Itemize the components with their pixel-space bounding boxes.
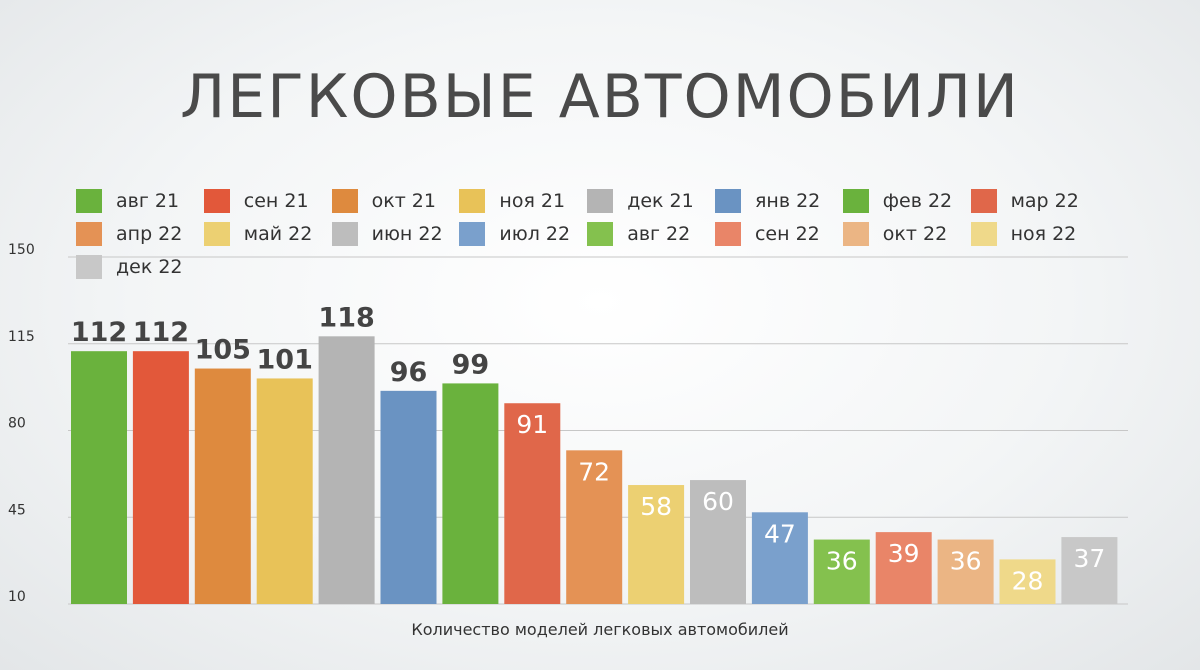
legend-item: окт 21	[331, 188, 460, 214]
legend-item: авг 22	[587, 221, 715, 247]
bar-value-label: 47	[764, 519, 796, 548]
bar-value-label: 96	[390, 357, 428, 388]
legend-label: апр 22	[116, 223, 183, 245]
legend-item: ноя 21	[459, 188, 587, 214]
bar	[813, 539, 870, 604]
bar	[132, 351, 189, 604]
x-axis-label: Количество моделей легковых автомобилей	[411, 620, 789, 639]
bar-value-label: 60	[702, 487, 734, 516]
legend-swatch	[842, 222, 869, 246]
legend-swatch	[587, 189, 614, 213]
legend-item: дек 21	[587, 188, 715, 214]
bar-value-label: 72	[578, 457, 610, 486]
bar	[875, 532, 932, 604]
bar	[566, 450, 623, 604]
legend-item: мар 22	[970, 188, 1099, 214]
legend-item: окт 22	[842, 221, 971, 247]
bar	[628, 485, 685, 604]
legend-item: июн 22	[331, 221, 460, 247]
legend-item: июл 22	[459, 221, 587, 247]
bar-value-label: 39	[888, 539, 920, 568]
bar	[194, 368, 251, 604]
legend-label: июл 22	[499, 223, 571, 245]
legend-item: апр 22	[76, 221, 204, 247]
legend-item: фев 22	[842, 188, 971, 214]
legend-item: янв 22	[714, 188, 843, 214]
bar	[751, 512, 808, 604]
legend-label: мар 22	[1010, 190, 1079, 212]
legend-swatch	[203, 189, 230, 213]
legend-item: дек 22	[76, 254, 204, 280]
legend-swatch	[76, 189, 102, 213]
legend-label: ноя 21	[499, 190, 566, 212]
legend-swatch	[714, 189, 741, 213]
legend-swatch	[331, 189, 358, 213]
legend-label: сен 22	[754, 223, 820, 245]
legend-label: ноя 22	[1010, 223, 1077, 245]
bar-value-label: 112	[133, 317, 189, 348]
bar-value-label: 99	[452, 349, 490, 380]
legend-swatch	[842, 189, 869, 213]
legend-swatch	[714, 222, 741, 246]
bar	[256, 378, 313, 604]
y-tick-label: 10	[8, 589, 26, 605]
legend-label: окт 22	[882, 223, 948, 245]
bar-value-label: 28	[1012, 566, 1044, 595]
bar-value-label: 118	[318, 302, 374, 333]
y-tick-label: 45	[8, 502, 26, 518]
legend-swatch	[76, 255, 102, 279]
bar	[318, 336, 375, 604]
legend-item: май 22	[203, 221, 332, 247]
bar-value-label: 105	[195, 335, 251, 366]
bar-value-label: 36	[826, 547, 858, 576]
bar	[380, 390, 437, 604]
legend-label: сен 21	[243, 190, 309, 212]
legend-item: сен 22	[714, 221, 843, 247]
legend-label: июн 22	[371, 223, 443, 245]
bar-value-label: 37	[1073, 544, 1105, 573]
bar	[504, 403, 561, 604]
bar	[937, 539, 994, 604]
legend-swatch	[203, 222, 230, 246]
bar-value-label: 36	[950, 547, 982, 576]
legend-label: май 22	[243, 223, 313, 245]
y-tick-label: 150	[8, 242, 35, 258]
legend-swatch	[459, 222, 486, 246]
legend: авг 21 сен 21 окт 21 ноя 21 дек 21 янв 22 фев …	[76, 188, 1196, 280]
bar	[1061, 537, 1118, 604]
legend-label: окт 21	[371, 190, 436, 212]
y-tick-label: 80	[8, 416, 26, 432]
legend-label: авг 21	[116, 190, 180, 212]
bar	[999, 559, 1056, 604]
bar-value-label: 58	[640, 492, 672, 521]
legend-label: авг 22	[627, 223, 691, 245]
y-tick-label: 115	[8, 329, 35, 345]
legend-swatch	[970, 189, 997, 213]
legend-swatch	[76, 222, 102, 246]
bar	[71, 351, 127, 604]
bar-value-label: 91	[516, 410, 548, 439]
legend-swatch	[331, 222, 358, 246]
legend-label: дек 21	[627, 190, 694, 212]
legend-swatch	[970, 222, 997, 246]
bar-value-label: 112	[71, 317, 127, 348]
legend-label: дек 22	[116, 256, 183, 278]
legend-label: янв 22	[754, 190, 821, 212]
legend-label: фев 22	[882, 190, 953, 212]
legend-item: ноя 22	[970, 221, 1099, 247]
bar	[442, 383, 499, 604]
chart-title: ЛЕГКОВЫЕ АВТОМОБИЛИ	[180, 62, 1020, 132]
bar	[690, 480, 746, 604]
bar-value-label: 101	[257, 344, 313, 375]
legend-swatch	[587, 222, 614, 246]
legend-swatch	[459, 189, 486, 213]
legend-item: сен 21	[203, 188, 332, 214]
legend-item: авг 21	[76, 188, 204, 214]
